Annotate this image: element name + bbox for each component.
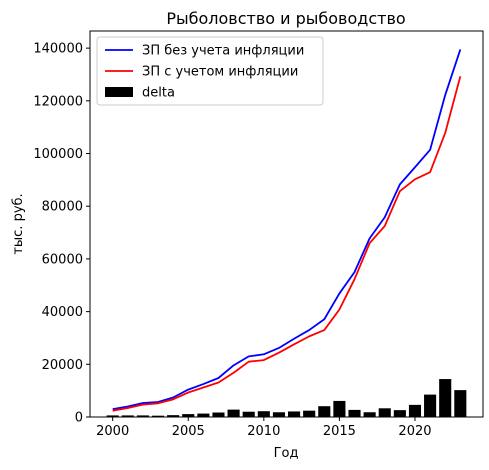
delta-bar-2014 [318,406,331,417]
x-axis-label: Год [274,446,299,461]
legend-label-1: ЗП с учетом инфляции [142,65,298,80]
y-tick-label: 60000 [42,252,83,267]
y-tick-label: 120000 [33,94,83,109]
delta-bar-2002 [136,415,149,417]
y-tick-label: 20000 [42,358,83,373]
y-tick-label: 0 [75,411,83,426]
delta-bar-2013 [303,410,316,417]
x-tick-label: 2020 [398,424,431,439]
delta-bar-2023 [454,390,467,417]
delta-bar-2019 [393,410,406,417]
series-line-1 [112,76,462,412]
delta-bar-2009 [242,411,255,417]
delta-bar-2021 [424,394,437,417]
delta-bar-2001 [121,415,134,417]
delta-bar-2012 [288,411,301,417]
delta-bar-2022 [439,379,452,417]
legend-box [96,36,324,106]
y-tick-label: 80000 [42,200,83,215]
x-tick-label: 2000 [96,424,129,439]
delta-bar-2018 [378,408,391,417]
delta-bar-2006 [197,413,210,417]
plot-frame [89,30,484,418]
legend-swatch-2 [105,87,133,97]
legend-label-2: delta [142,86,175,101]
series-line-0 [112,49,462,410]
legend-label-0: ЗП без учета инфляции [142,44,304,59]
delta-bar-2004 [167,415,180,417]
chart-title: Рыболовство и рыбоводство [166,9,405,28]
delta-bar-2016 [348,409,361,417]
y-tick-label: 100000 [33,147,83,162]
x-tick-label: 2010 [247,424,280,439]
delta-bar-2015 [333,400,346,417]
delta-bar-2003 [151,415,165,417]
delta-bar-2020 [408,404,422,417]
x-tick-label: 2015 [323,424,356,439]
delta-bar-2008 [227,409,240,417]
x-tick-label: 2005 [172,424,205,439]
legend: ЗП без учета инфляции ЗП с учетом инфляци… [96,36,324,106]
delta-bar-2010 [257,411,270,417]
y-tick-label: 40000 [42,305,83,320]
delta-bar-2005 [182,414,195,417]
delta-bar-2007 [212,412,225,417]
delta-bar-2011 [272,412,285,417]
y-axis-label: тыс. руб. [11,193,26,254]
delta-bar-2000 [106,415,119,417]
y-tick-label: 140000 [33,42,83,57]
delta-bar-2017 [363,412,376,417]
